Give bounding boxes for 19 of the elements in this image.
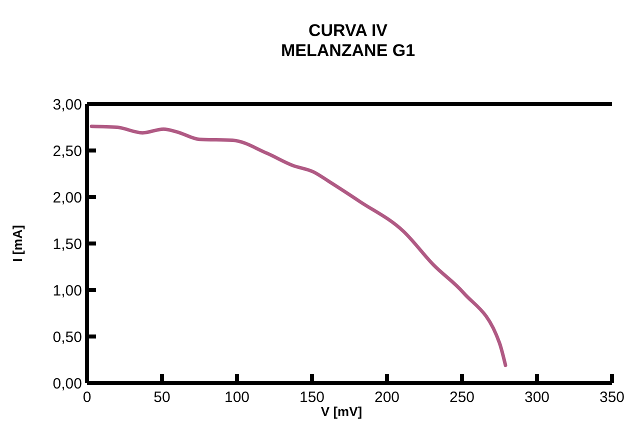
x-axis-title: V [mV] [320, 404, 362, 419]
x-tick-label: 250 [449, 389, 475, 406]
y-tick-label: 1,50 [52, 236, 82, 253]
y-tick-label: 0,50 [52, 328, 82, 346]
x-tick-label: 350 [599, 389, 625, 406]
x-tick-label: 100 [224, 389, 250, 406]
x-tick-label: 300 [524, 389, 550, 406]
y-axis-title: I [mA] [10, 225, 25, 262]
x-tick-label: 0 [82, 389, 92, 406]
y-tick-label: 2,50 [52, 142, 82, 160]
y-tick-label: 3,00 [52, 96, 82, 114]
y-tick-label: 2,00 [52, 189, 82, 206]
y-tick-label: 1,00 [52, 282, 82, 300]
line-series [90, 124, 508, 368]
x-tick-label: 150 [299, 389, 325, 406]
chart-title: CURVA IV MELANZANE G1 [280, 21, 416, 60]
x-tick-label: 50 [154, 389, 170, 406]
x-tick-label: 200 [374, 389, 400, 406]
y-tick-label: 0,00 [52, 375, 82, 392]
